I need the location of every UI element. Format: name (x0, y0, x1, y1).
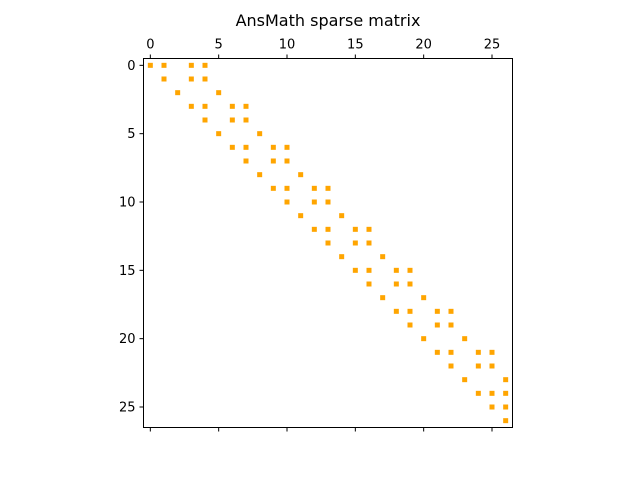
nonzero-marker (393, 308, 399, 314)
nonzero-marker (229, 144, 235, 150)
plot-frame (143, 58, 513, 428)
nonzero-marker (161, 62, 167, 68)
nonzero-marker (393, 267, 399, 273)
nonzero-marker (188, 103, 194, 109)
y-axis-ticks: 0 5 10 15 20 25 (119, 59, 144, 416)
nonzero-marker (366, 267, 372, 273)
nonzero-marker (243, 103, 249, 109)
x-tick-label: 25 (484, 38, 501, 53)
nonzero-marker (489, 363, 495, 369)
nonzero-marker (188, 76, 194, 82)
nonzero-markers (147, 62, 509, 424)
nonzero-marker (434, 349, 440, 355)
nonzero-marker (257, 172, 263, 178)
nonzero-marker (462, 377, 468, 383)
nonzero-marker (434, 308, 440, 314)
y-tick-label: 10 (119, 196, 136, 211)
nonzero-marker (298, 213, 304, 219)
nonzero-marker (380, 295, 386, 301)
nonzero-marker (339, 213, 345, 219)
nonzero-marker (503, 390, 509, 396)
nonzero-marker (311, 226, 317, 232)
nonzero-marker (393, 281, 399, 287)
nonzero-marker (421, 336, 427, 342)
nonzero-marker (352, 240, 358, 246)
nonzero-marker (407, 308, 413, 314)
nonzero-marker (407, 267, 413, 273)
nonzero-marker (284, 144, 290, 150)
x-tick-label: 20 (415, 38, 432, 53)
x-tick-label: 15 (347, 38, 364, 53)
nonzero-marker (448, 363, 454, 369)
nonzero-marker (284, 185, 290, 191)
x-tick-label: 10 (279, 38, 296, 53)
nonzero-marker (366, 281, 372, 287)
nonzero-marker (311, 185, 317, 191)
nonzero-marker (202, 103, 208, 109)
nonzero-marker (270, 144, 276, 150)
nonzero-marker (202, 117, 208, 123)
nonzero-marker (366, 240, 372, 246)
nonzero-marker (243, 158, 249, 164)
nonzero-marker (270, 185, 276, 191)
nonzero-marker (421, 295, 427, 301)
nonzero-marker (475, 349, 481, 355)
nonzero-marker (503, 404, 509, 410)
nonzero-marker (475, 363, 481, 369)
nonzero-marker (325, 240, 331, 246)
nonzero-marker (202, 76, 208, 82)
x-axis-ticks: 0 5 10 15 20 25 (146, 38, 500, 432)
nonzero-marker (339, 254, 345, 260)
nonzero-marker (270, 158, 276, 164)
nonzero-marker (161, 76, 167, 82)
nonzero-marker (216, 131, 222, 137)
y-tick-label: 20 (119, 332, 136, 347)
nonzero-marker (188, 62, 194, 68)
nonzero-marker (284, 199, 290, 205)
nonzero-marker (284, 158, 290, 164)
nonzero-marker (147, 62, 153, 68)
y-tick-label: 0 (127, 59, 135, 74)
y-tick-label: 25 (119, 401, 136, 416)
nonzero-marker (503, 418, 509, 424)
nonzero-marker (489, 349, 495, 355)
x-tick-label: 5 (215, 38, 223, 53)
nonzero-marker (325, 199, 331, 205)
nonzero-marker (325, 185, 331, 191)
nonzero-marker (448, 349, 454, 355)
y-tick-label: 5 (127, 127, 135, 142)
nonzero-marker (475, 390, 481, 396)
y-tick-label: 15 (119, 264, 136, 279)
nonzero-marker (489, 390, 495, 396)
nonzero-marker (352, 226, 358, 232)
nonzero-marker (243, 144, 249, 150)
nonzero-marker (366, 226, 372, 232)
nonzero-marker (311, 199, 317, 205)
nonzero-marker (202, 62, 208, 68)
nonzero-marker (243, 117, 249, 123)
nonzero-marker (380, 254, 386, 260)
nonzero-marker (448, 308, 454, 314)
nonzero-marker (229, 103, 235, 109)
nonzero-marker (448, 322, 454, 328)
nonzero-marker (434, 322, 440, 328)
x-tick-label: 0 (146, 38, 154, 53)
nonzero-marker (216, 90, 222, 96)
nonzero-marker (462, 336, 468, 342)
nonzero-marker (175, 90, 181, 96)
nonzero-marker (257, 131, 263, 137)
nonzero-marker (503, 377, 509, 383)
chart-title: AnsMath sparse matrix (236, 11, 421, 30)
nonzero-marker (407, 322, 413, 328)
nonzero-marker (298, 172, 304, 178)
nonzero-marker (407, 281, 413, 287)
nonzero-marker (229, 117, 235, 123)
nonzero-marker (325, 226, 331, 232)
nonzero-marker (489, 404, 495, 410)
nonzero-marker (352, 267, 358, 273)
